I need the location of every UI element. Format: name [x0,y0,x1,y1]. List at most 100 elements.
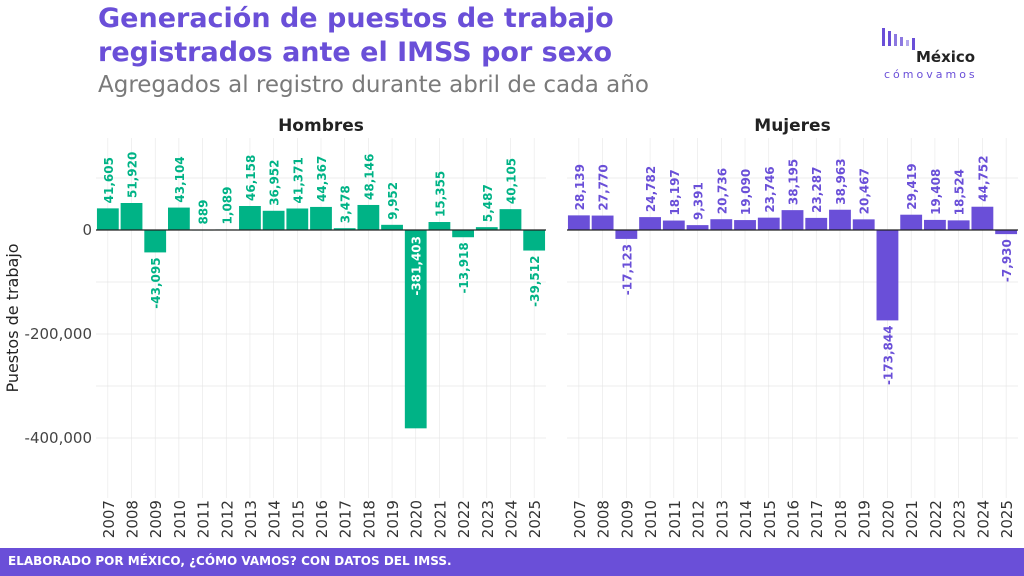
bar-mujeres-2015 [757,217,780,230]
data-label: 18,197 [668,169,682,215]
y-axis-label: Puestos de trabajo [3,243,22,392]
data-label: 20,736 [715,168,729,214]
data-label: -381,403 [410,236,424,296]
x-tick-label: 2016 [785,500,803,538]
x-tick-label: 2018 [832,500,850,538]
x-tick-label: 2015 [761,500,779,538]
data-label: 40,105 [504,158,518,204]
data-label: 38,963 [834,158,848,204]
bar-hombres-2019 [381,224,403,230]
x-tick-label: 2017 [337,500,355,538]
data-label: -39,512 [528,256,542,307]
x-tick-label: 2022 [455,500,473,538]
bar-mujeres-2010 [639,217,661,230]
bar-hombres-2014 [262,210,285,230]
footer-source-text: ELABORADO POR MÉXICO, ¿CÓMO VAMOS? CON D… [8,554,452,568]
x-tick-label: 2019 [856,500,874,538]
chart-subtitle: Agregados al registro durante abril de c… [98,72,649,98]
data-label: 48,146 [362,154,376,200]
x-tick-label: 2023 [951,500,969,538]
x-tick-label: 2024 [974,500,992,538]
data-label: 27,770 [597,164,611,210]
bar-hombres-2008 [120,203,143,230]
data-label: 23,746 [763,166,777,212]
bar-mujeres-2020 [876,230,899,321]
x-tick-label: 2025 [526,500,544,538]
data-label: 41,371 [291,157,305,203]
bar-mujeres-2019 [852,219,875,230]
bar-mujeres-2018 [829,209,851,230]
x-tick-label: 2011 [666,500,684,538]
x-tick-label: 2012 [218,500,236,538]
chart-title: Generación de puestos de trabajo registr… [98,2,614,70]
bar-hombres-2023 [475,227,498,230]
bar-mujeres-2021 [900,214,923,230]
x-tick-label: 2021 [431,500,449,538]
data-label: 28,139 [573,164,587,210]
data-label: 41,605 [102,157,116,203]
x-tick-label: 2014 [737,500,755,538]
bar-hombres-2013 [239,205,261,230]
x-tick-label: 2008 [124,500,142,538]
x-tick-label: 2007 [100,500,118,538]
x-tick-label: 2011 [195,500,213,538]
data-label: -43,095 [149,257,163,308]
bar-mujeres-2016 [781,210,804,230]
footer-bar: ELABORADO POR MÉXICO, ¿CÓMO VAMOS? CON D… [0,548,1024,576]
bar-mujeres-2017 [805,217,828,230]
x-tick-label: 2010 [171,500,189,538]
x-tick-label: 2007 [571,500,589,538]
data-label: 38,195 [787,159,801,205]
x-tick-label: 2008 [595,500,613,538]
data-label: 889 [197,199,211,224]
chart-title-line-1: Generación de puestos de trabajo [98,3,614,34]
data-label: -13,918 [457,242,471,293]
bar-mujeres-2023 [947,220,970,230]
bar-hombres-2010 [168,207,190,230]
data-label: 51,920 [126,152,140,198]
data-label: 44,367 [315,156,329,202]
data-label: 43,104 [173,156,187,202]
panel-title-hombres: Hombres [278,116,364,136]
bar-hombres-2025 [523,230,546,251]
x-tick-label: 2009 [618,500,636,538]
data-label: -7,930 [1000,239,1014,282]
bar-mujeres-2024 [971,206,994,230]
data-label: 3,478 [339,185,353,223]
bar-hombres-2007 [96,208,119,230]
bar-mujeres-2013 [710,219,733,230]
data-label: -173,844 [881,325,895,385]
x-tick-label: 2015 [289,500,307,538]
x-tick-label: 2020 [408,500,426,538]
bar-code-logo-icon [882,28,915,50]
bar-mujeres-2009 [615,230,638,239]
bar-mujeres-2012 [686,225,709,230]
x-tick-label: 2023 [479,500,497,538]
data-label: 23,287 [810,167,824,213]
panel-title-mujeres: Mujeres [754,116,830,136]
bar-mujeres-2008 [591,215,614,230]
data-label: 29,419 [905,163,919,209]
x-tick-label: 2016 [313,500,331,538]
x-tick-label: 2024 [502,500,520,538]
bar-hombres-2009 [144,230,167,253]
data-label: 9,952 [386,182,400,220]
y-tick-label: 0 [82,221,92,239]
x-tick-label: 2010 [642,500,660,538]
data-label: 46,158 [244,155,258,201]
x-tick-label: 2009 [147,500,165,538]
x-tick-label: 2019 [384,500,402,538]
x-tick-label: 2025 [998,500,1016,538]
bar-mujeres-2025 [995,230,1018,235]
x-tick-label: 2018 [360,500,378,538]
bar-hombres-2024 [499,209,522,230]
mexico-como-vamos-logo: México cómovamos [880,28,1010,86]
data-label: 9,391 [692,182,706,220]
x-tick-label: 2021 [903,500,921,538]
bar-mujeres-2007 [567,215,590,230]
x-tick-label: 2013 [713,500,731,538]
bar-hombres-2022 [452,230,474,238]
x-tick-label: 2020 [879,500,897,538]
bar-hombres-2016 [310,206,332,230]
bar-hombres-2021 [428,222,451,230]
